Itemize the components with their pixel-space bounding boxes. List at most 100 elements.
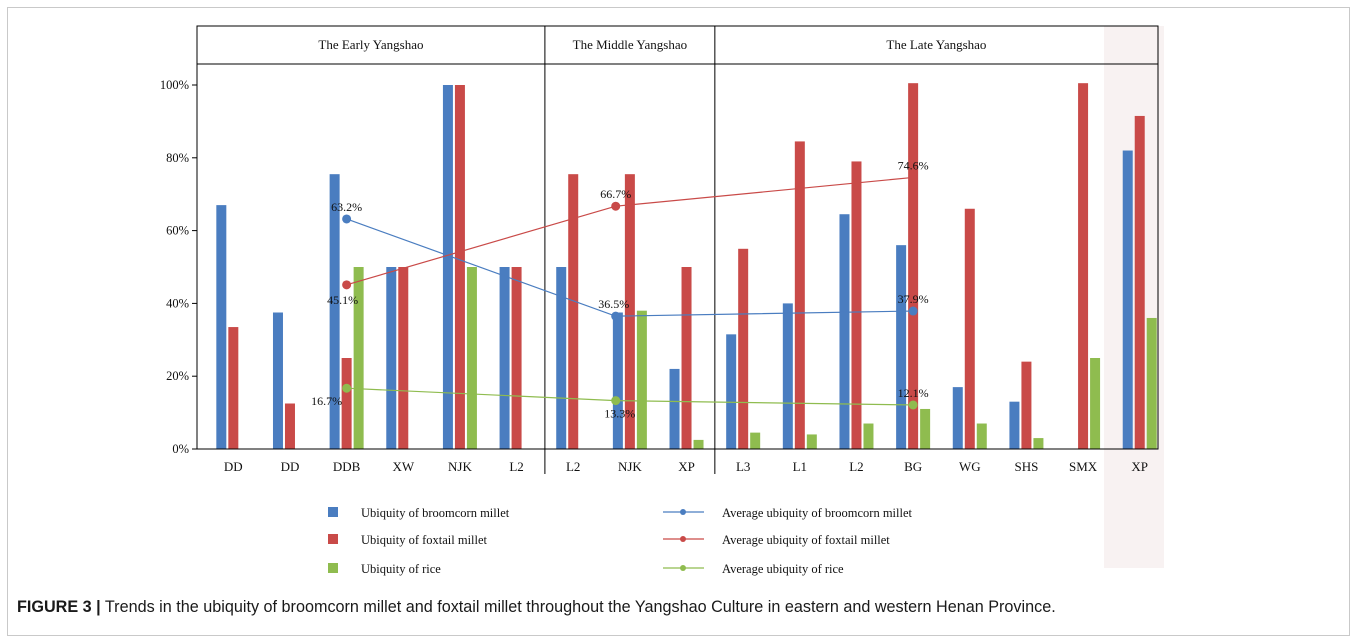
bar <box>782 303 793 449</box>
bar <box>499 267 510 449</box>
legend-label: Average ubiquity of broomcorn millet <box>722 506 913 520</box>
bar <box>952 387 963 449</box>
bar <box>624 174 635 449</box>
legend-label: Average ubiquity of foxtail millet <box>722 533 890 547</box>
bar <box>353 267 364 449</box>
bar <box>1078 83 1089 450</box>
average-point <box>908 306 918 316</box>
bar <box>681 267 692 449</box>
x-tick-label: DDB <box>333 459 361 474</box>
bar <box>1146 317 1157 449</box>
legend-swatch <box>328 534 338 544</box>
bar <box>466 267 477 449</box>
x-tick-label: L1 <box>793 459 807 474</box>
x-tick-label: DD <box>224 459 243 474</box>
legend-marker <box>680 565 686 571</box>
bar <box>442 85 453 449</box>
bar <box>806 434 817 449</box>
x-tick-label: SHS <box>1014 459 1038 474</box>
x-tick-label: BG <box>904 459 922 474</box>
caption-label: FIGURE 3 | <box>17 598 101 616</box>
bar <box>511 267 522 449</box>
average-point <box>611 396 621 406</box>
average-label: 16.7% <box>311 394 342 408</box>
x-tick-label: NJK <box>618 459 642 474</box>
average-point <box>611 201 621 211</box>
figure-caption: FIGURE 3 | Trends in the ubiquity of bro… <box>17 598 1337 617</box>
bar <box>1021 361 1032 449</box>
y-tick-label: 0% <box>172 442 189 456</box>
average-label: 37.9% <box>898 292 929 306</box>
x-tick-label: L2 <box>849 459 863 474</box>
x-tick-label: XW <box>392 459 414 474</box>
average-point <box>342 280 352 290</box>
bar <box>750 432 761 449</box>
bar <box>920 408 931 449</box>
period-title: The Middle Yangshao <box>573 37 687 52</box>
period-title: The Early Yangshao <box>318 37 423 52</box>
bar <box>636 310 647 449</box>
average-label: 74.6% <box>898 158 929 172</box>
average-point <box>908 400 918 410</box>
average-point <box>611 311 621 321</box>
x-tick-label: WG <box>959 459 981 474</box>
bar <box>341 358 352 449</box>
bar <box>329 174 340 449</box>
average-label: 13.3% <box>604 407 635 421</box>
background-strip <box>1104 26 1164 568</box>
legend-swatch <box>328 563 338 573</box>
bar <box>976 423 987 449</box>
bar <box>693 439 704 449</box>
bar <box>1009 401 1020 449</box>
legend-marker <box>680 536 686 542</box>
bar <box>851 161 862 449</box>
bar <box>398 267 409 449</box>
bar <box>1090 358 1101 449</box>
bar <box>669 368 680 449</box>
y-tick-label: 20% <box>166 369 189 383</box>
bar <box>908 83 919 450</box>
bar <box>726 334 737 449</box>
bar <box>556 267 567 449</box>
y-tick-label: 100% <box>160 78 189 92</box>
legend-swatch <box>328 507 338 517</box>
bar <box>1033 438 1044 449</box>
x-tick-label: XP <box>678 459 695 474</box>
bar <box>738 248 749 449</box>
bar <box>272 312 283 449</box>
bar <box>216 205 227 449</box>
bar <box>964 208 975 449</box>
average-label: 36.5% <box>598 297 629 311</box>
bar <box>863 423 874 449</box>
x-tick-label: L2 <box>509 459 523 474</box>
average-label: 45.1% <box>327 293 358 307</box>
legend-label: Ubiquity of broomcorn millet <box>361 506 510 520</box>
caption-text: Trends in the ubiquity of broomcorn mill… <box>100 598 1056 616</box>
x-tick-label: XP <box>1131 459 1148 474</box>
x-tick-label: L2 <box>566 459 580 474</box>
figure-frame <box>7 7 1350 636</box>
legend-label: Average ubiquity of rice <box>722 562 844 576</box>
average-label: 12.1% <box>898 386 929 400</box>
bar <box>1122 150 1133 449</box>
legend-marker <box>680 509 686 515</box>
x-tick-label: DD <box>281 459 300 474</box>
average-label: 63.2% <box>331 200 362 214</box>
average-label: 66.7% <box>600 187 631 201</box>
bar <box>794 141 805 450</box>
bar <box>839 214 850 449</box>
bar <box>896 245 907 449</box>
period-title: The Late Yangshao <box>886 37 986 52</box>
bar <box>568 174 579 449</box>
bar <box>612 312 623 449</box>
x-tick-label: L3 <box>736 459 750 474</box>
average-point <box>342 383 352 393</box>
legend-label: Ubiquity of rice <box>361 562 441 576</box>
bar <box>228 327 239 449</box>
average-point <box>342 214 352 224</box>
legend-label: Ubiquity of foxtail millet <box>361 533 488 547</box>
bar <box>386 267 397 449</box>
ubiquity-chart: The Early Yangshao The Middle Yangshao The… <box>160 25 1159 576</box>
y-tick-label: 80% <box>166 151 189 165</box>
y-tick-label: 60% <box>166 224 189 238</box>
